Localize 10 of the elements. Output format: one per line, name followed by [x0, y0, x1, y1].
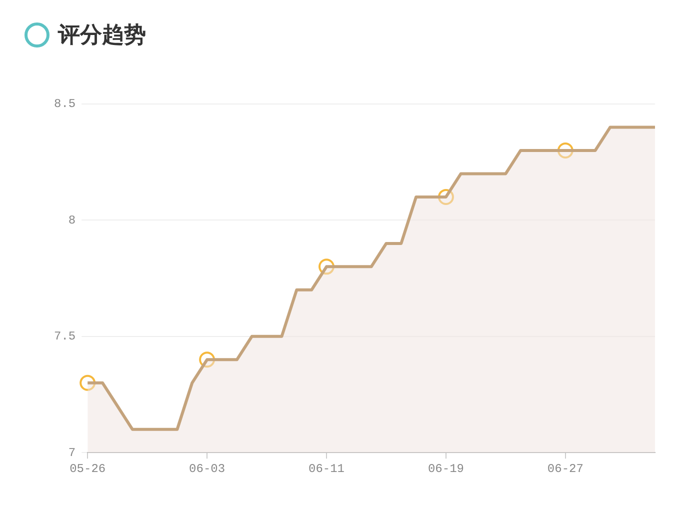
y-tick-label: 7	[68, 446, 76, 460]
x-tick-label: 06-27	[547, 462, 584, 476]
x-tick-label: 06-03	[189, 462, 226, 476]
x-tick-label: 06-19	[428, 462, 464, 476]
y-tick-label: 8.5	[54, 97, 76, 112]
y-tick-label: 8	[68, 213, 76, 228]
chart-title: 评分趋势	[58, 22, 146, 50]
x-tick-label: 05-26	[70, 462, 106, 476]
x-tick-label: 06-11	[308, 462, 345, 476]
y-tick-label: 7.5	[54, 330, 76, 344]
